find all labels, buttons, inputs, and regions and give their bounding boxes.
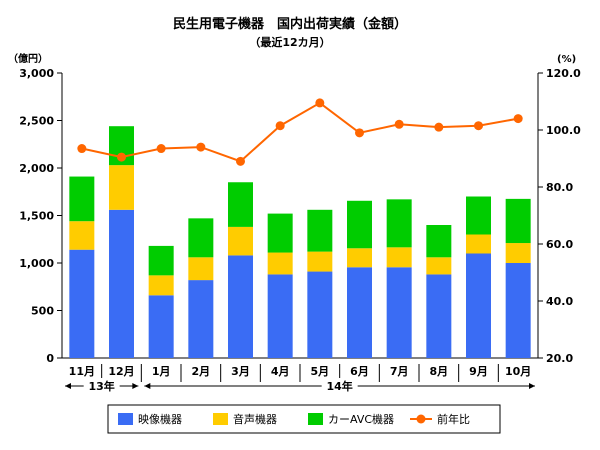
- line-point: [236, 156, 245, 166]
- bar-segment-2: [386, 247, 412, 268]
- x-tick-label: 11月: [69, 365, 95, 378]
- line-point: [117, 152, 126, 162]
- x-tick-label: 7月: [390, 365, 409, 378]
- plot-area: 0 500 1,000 1,500 2,000 2,500 3,000 20.0 40.0 60.…: [19, 67, 581, 434]
- right-tick-label: 20.0: [546, 352, 573, 365]
- x-tick-label: 8月: [430, 365, 449, 378]
- line-point: [355, 128, 364, 138]
- line-point: [275, 121, 285, 131]
- legend: 映像機器 音声機器 カーAVC機器 前年比: [107, 404, 501, 434]
- chart-subtitle: （最近12カ月）: [249, 35, 330, 49]
- bar-segment-3: [466, 196, 491, 235]
- bar-segment-2: [505, 243, 531, 263]
- right-tick-label: 120.0: [546, 67, 581, 80]
- line-point: [394, 119, 404, 129]
- bar-segment-2: [188, 257, 214, 281]
- bar-segment-3: [267, 213, 293, 253]
- right-tick-label: 100.0: [546, 124, 581, 137]
- line-point: [196, 142, 206, 152]
- line-point: [513, 114, 523, 124]
- bar-segment-3: [347, 200, 372, 249]
- line-point: [156, 144, 166, 154]
- bar-segment-2: [466, 234, 491, 254]
- left-axis-unit: （億円）: [8, 52, 48, 65]
- year-label-bg: [83, 378, 120, 392]
- legend-swatch: [213, 413, 228, 425]
- bar-segment-1: [386, 267, 412, 358]
- year-bracket-arrow: [132, 383, 139, 389]
- bar-segment-3: [188, 218, 214, 258]
- year-group-label: 13年: [89, 379, 115, 393]
- line-point: [315, 98, 325, 108]
- chart-title: 民生用電子機器 国内出荷実績（金額）: [173, 16, 407, 32]
- bar-segment-1: [505, 263, 531, 358]
- legend-swatch: [118, 413, 133, 425]
- bar-segment-3: [426, 225, 452, 258]
- legend-label: 音声機器: [233, 412, 277, 426]
- bar-segment-3: [228, 182, 253, 227]
- right-tick-label: 60.0: [546, 238, 573, 251]
- bar-segment-3: [505, 198, 531, 244]
- x-tick-label: 3月: [231, 365, 250, 378]
- bar-segment-3: [386, 199, 412, 248]
- bar-segment-2: [347, 248, 372, 268]
- line-point: [474, 121, 483, 131]
- bar-segment-1: [347, 267, 372, 358]
- left-tick-label: 1,000: [19, 257, 54, 270]
- legend-label: カーAVC機器: [328, 412, 394, 426]
- x-tick-label: 5月: [311, 365, 330, 378]
- bar-segment-2: [148, 275, 174, 296]
- x-tick-label: 9月: [469, 365, 488, 378]
- year-bracket-arrow: [529, 383, 535, 389]
- bar-segment-1: [188, 280, 214, 358]
- legend-swatch: [308, 413, 323, 425]
- bar-segment-1: [426, 274, 452, 358]
- bar-segment-1: [267, 274, 293, 358]
- bar-segment-2: [109, 165, 134, 210]
- x-tick-label: 12月: [108, 365, 134, 378]
- left-tick-label: 2,000: [19, 162, 54, 175]
- left-tick-label: 0: [46, 352, 54, 365]
- year-bracket-arrow: [65, 383, 71, 389]
- right-tick-label: 80.0: [546, 181, 573, 194]
- left-tick-label: 2,500: [19, 115, 54, 128]
- x-tick-label: 10月: [505, 365, 531, 378]
- bar-segment-3: [307, 209, 333, 252]
- legend-label: 映像機器: [138, 412, 182, 426]
- bar-segment-1: [466, 253, 491, 358]
- bar-segment-2: [426, 257, 452, 275]
- bar-segment-1: [148, 295, 174, 358]
- left-tick-label: 1,500: [19, 210, 54, 223]
- bar-segment-1: [109, 209, 134, 358]
- bar-segment-1: [69, 249, 95, 358]
- line-point: [77, 144, 87, 154]
- bar-segment-3: [69, 176, 95, 222]
- bar-segment-2: [69, 221, 95, 250]
- year-label-bg: [321, 378, 358, 392]
- legend-box: [107, 404, 501, 434]
- x-tick-label: 2月: [192, 365, 211, 378]
- bar-segment-2: [267, 252, 293, 275]
- year-group-label: 14年: [327, 379, 353, 393]
- right-tick-label: 40.0: [546, 295, 573, 308]
- bar-segment-3: [148, 245, 174, 276]
- line-series: [81, 101, 519, 163]
- right-axis-unit: (%): [557, 54, 576, 65]
- bar-segment-1: [307, 271, 333, 358]
- x-tick-label: 1月: [152, 365, 171, 378]
- x-tick-label: 6月: [350, 365, 369, 378]
- bar-segment-2: [228, 226, 253, 256]
- bar-segment-1: [228, 255, 253, 358]
- legend-label: 前年比: [437, 412, 470, 426]
- year-bracket-arrow: [144, 383, 151, 389]
- bar-segment-2: [307, 251, 333, 272]
- x-tick-label: 4月: [271, 365, 290, 378]
- legend-marker: [416, 414, 426, 424]
- line-point: [434, 122, 444, 132]
- left-tick-label: 500: [31, 305, 54, 318]
- left-tick-label: 3,000: [19, 67, 54, 80]
